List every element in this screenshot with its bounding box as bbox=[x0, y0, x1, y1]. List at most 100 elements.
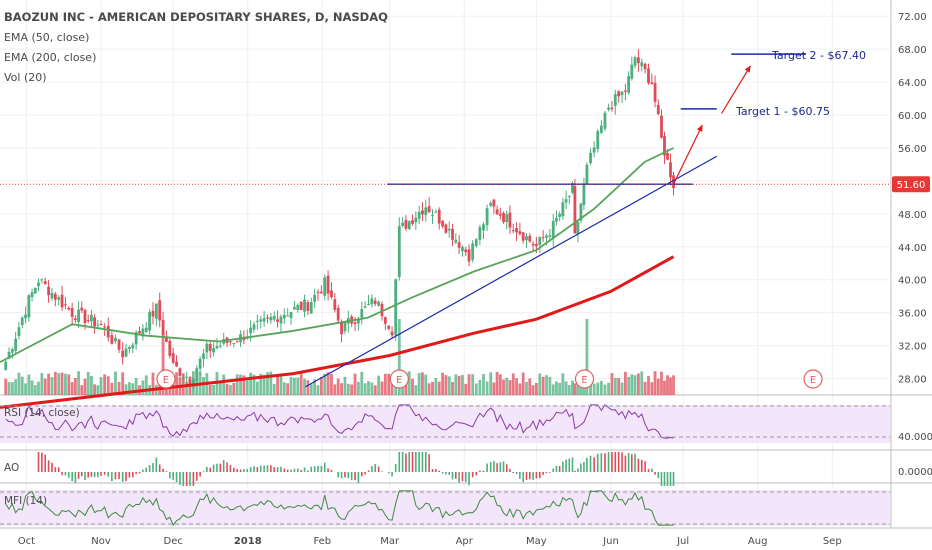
candle-body bbox=[37, 282, 40, 287]
ao-label[interactable]: AO bbox=[4, 462, 19, 474]
legend-volume[interactable]: Vol (20) bbox=[4, 71, 47, 84]
last-price-tag bbox=[892, 176, 930, 193]
candle-body bbox=[467, 249, 471, 262]
candle-body bbox=[650, 82, 654, 84]
candle-body bbox=[451, 228, 454, 240]
legend-ema50[interactable]: EMA (50, close) bbox=[4, 31, 89, 44]
volume-bar bbox=[467, 374, 471, 395]
volume-bar bbox=[7, 382, 11, 395]
earnings-marker[interactable]: E bbox=[156, 369, 176, 389]
candle-body bbox=[232, 342, 236, 344]
candle-body bbox=[464, 249, 468, 253]
price-axis[interactable]: 72.0068.0064.0060.0056.0052.0048.0044.00… bbox=[898, 12, 927, 385]
volume-bar bbox=[620, 382, 624, 395]
ao-bar bbox=[243, 469, 245, 472]
volume-bar bbox=[279, 374, 283, 395]
ao-bar bbox=[310, 466, 313, 472]
volume-bar bbox=[451, 381, 454, 395]
candle-body bbox=[259, 319, 263, 322]
candle-body bbox=[599, 125, 603, 133]
volume-bar bbox=[141, 380, 145, 395]
volume-bar bbox=[53, 371, 57, 395]
earnings-marker[interactable]: E bbox=[803, 369, 823, 389]
candle-body bbox=[357, 319, 360, 324]
time-axis[interactable]: Oct Nov Dec 2018 Feb Mar Apr May Jun Jul Aug Sep bbox=[18, 536, 842, 547]
ao-bar bbox=[647, 469, 650, 472]
volume-bar bbox=[37, 381, 40, 395]
candle-body bbox=[40, 279, 44, 281]
ao-bar bbox=[614, 452, 617, 472]
ao-bar bbox=[631, 454, 633, 472]
candle-body bbox=[528, 235, 532, 242]
rsi-label[interactable]: RSI (14, close) bbox=[4, 407, 80, 419]
candle-body bbox=[64, 304, 67, 306]
earnings-marker[interactable]: E bbox=[574, 369, 595, 389]
ao-bar bbox=[239, 469, 242, 472]
ao-bar bbox=[135, 472, 137, 475]
candle-body bbox=[531, 243, 535, 246]
candle-body bbox=[596, 131, 600, 150]
price-tick-label: 28.00 bbox=[898, 375, 927, 386]
ao-bar bbox=[87, 472, 89, 478]
candle-body bbox=[154, 303, 158, 319]
candle-body bbox=[567, 195, 571, 197]
ao-bar bbox=[360, 472, 363, 477]
legend-ema200[interactable]: EMA (200, close) bbox=[4, 51, 96, 64]
ao-bar bbox=[398, 452, 401, 472]
ao-bar bbox=[357, 472, 360, 484]
ao-bar bbox=[152, 463, 154, 472]
ao-bar bbox=[502, 461, 505, 472]
volume-bar bbox=[57, 373, 61, 395]
volume-bar bbox=[181, 373, 185, 395]
candles bbox=[4, 49, 675, 390]
candle-body bbox=[144, 327, 148, 332]
ao-bar bbox=[280, 466, 282, 472]
ao-bar bbox=[441, 472, 444, 474]
volume-bar bbox=[492, 382, 496, 395]
candle-body bbox=[505, 214, 509, 223]
candle-body bbox=[404, 220, 408, 229]
ao-bar bbox=[583, 461, 585, 472]
volume-bar bbox=[518, 383, 522, 395]
ao-bar bbox=[158, 464, 161, 472]
ao-bar bbox=[604, 453, 606, 472]
candle-body bbox=[171, 352, 175, 363]
ao-bar bbox=[57, 467, 60, 472]
ao-bar bbox=[54, 467, 57, 472]
volume-bar bbox=[471, 374, 475, 395]
ao-bar bbox=[519, 472, 521, 479]
volume-bar bbox=[218, 381, 222, 395]
candle-body bbox=[548, 235, 552, 237]
ao-bar bbox=[330, 469, 333, 472]
ao-bar bbox=[249, 467, 252, 472]
volume-bar bbox=[613, 377, 617, 395]
ao-bar bbox=[408, 452, 411, 472]
ao-bar bbox=[64, 472, 67, 476]
ao-bar bbox=[381, 471, 383, 472]
candle-body bbox=[30, 292, 34, 297]
candle-body bbox=[282, 314, 286, 319]
earnings-circle bbox=[156, 369, 176, 389]
time-tick-label: Feb bbox=[313, 536, 331, 547]
candle-body bbox=[492, 199, 496, 207]
candle-body bbox=[474, 239, 478, 246]
volume-bar bbox=[232, 382, 236, 395]
earnings-marker[interactable]: E bbox=[389, 369, 409, 389]
candle-body bbox=[128, 347, 131, 349]
candle-body bbox=[620, 91, 624, 96]
time-tick-label: 2018 bbox=[234, 536, 262, 547]
ao-bar bbox=[505, 464, 508, 472]
candle-body bbox=[461, 247, 464, 252]
ao-bar bbox=[259, 465, 262, 472]
ao-bar bbox=[51, 462, 53, 472]
candle-body bbox=[561, 202, 565, 217]
mfi-label[interactable]: MFI (14) bbox=[4, 495, 47, 507]
candle-body bbox=[579, 203, 583, 221]
candle-body bbox=[444, 224, 448, 233]
ao-bar bbox=[266, 465, 269, 472]
volume-bar bbox=[607, 382, 610, 395]
volume-bar bbox=[316, 385, 320, 395]
candle-body bbox=[279, 316, 283, 324]
